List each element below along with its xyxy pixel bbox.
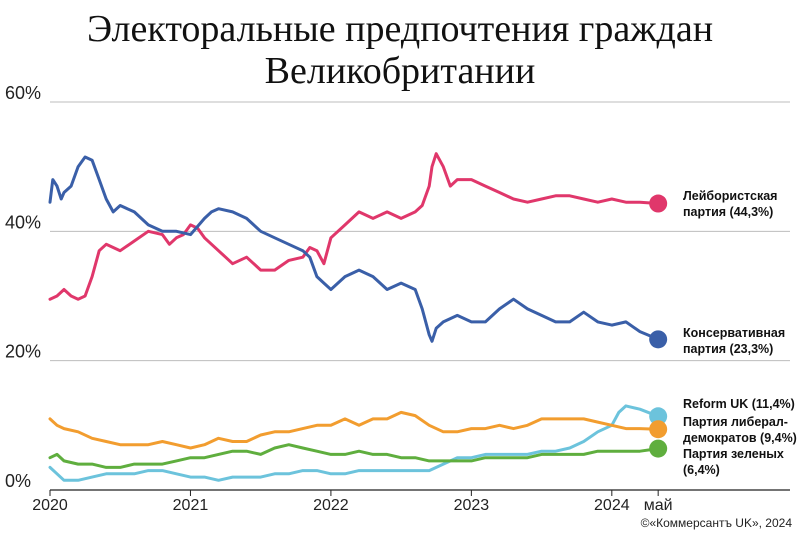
- x-tick-label: 2020: [32, 497, 68, 514]
- x-tick-label: 2023: [454, 497, 490, 514]
- series-label: партия (23,3%): [683, 342, 773, 356]
- series-label: (6,4%): [683, 463, 720, 477]
- series-endpoint-2: [649, 407, 668, 426]
- series-label: Партия либерал-: [683, 415, 788, 429]
- series-labels: Лейбористская партия (44,3%) Консервативна…: [683, 189, 797, 477]
- y-tick-label: 20%: [5, 342, 41, 362]
- series-line-3: [48, 410, 660, 450]
- x-tick-label: 2022: [313, 497, 349, 514]
- x-tick-label: май: [644, 497, 673, 514]
- series-endpoint-1: [649, 330, 668, 349]
- x-axis: 2020 2021 2022 2023 2024 май: [32, 490, 673, 514]
- series-label: партия (44,3%): [683, 205, 773, 219]
- series-line-0: [48, 152, 660, 301]
- series-label: демократов (9,4%): [683, 431, 797, 445]
- source-credit: ©«Коммерсантъ UK», 2024: [640, 516, 792, 530]
- y-axis: 0% 20% 40% 60%: [5, 83, 41, 491]
- x-tick-label: 2021: [173, 497, 209, 514]
- series-lines: [48, 152, 668, 482]
- chart-title-line1: Электоральные предпочтения граждан: [86, 8, 714, 50]
- series-endpoint-0: [649, 194, 668, 213]
- series-endpoint-3: [649, 420, 668, 439]
- series-line-2: [48, 404, 660, 482]
- grid-lines: [50, 101, 790, 491]
- series-label: Reform UK (11,4%): [683, 397, 795, 411]
- series-endpoint-4: [649, 439, 668, 458]
- y-tick-label: 0%: [5, 471, 31, 491]
- chart-title: Электоральные предпочтения граждан Велик…: [0, 8, 800, 92]
- y-tick-label: 60%: [5, 83, 41, 103]
- chart-title-line2: Великобритании: [264, 50, 536, 92]
- y-tick-label: 40%: [5, 212, 41, 232]
- series-label: Лейбористская: [683, 189, 777, 203]
- x-tick-label: 2024: [594, 497, 630, 514]
- series-line-4: [48, 443, 660, 469]
- series-label: Партия зеленых: [683, 447, 784, 461]
- series-label: Консервативная: [683, 326, 785, 340]
- series-line-1: [48, 155, 660, 343]
